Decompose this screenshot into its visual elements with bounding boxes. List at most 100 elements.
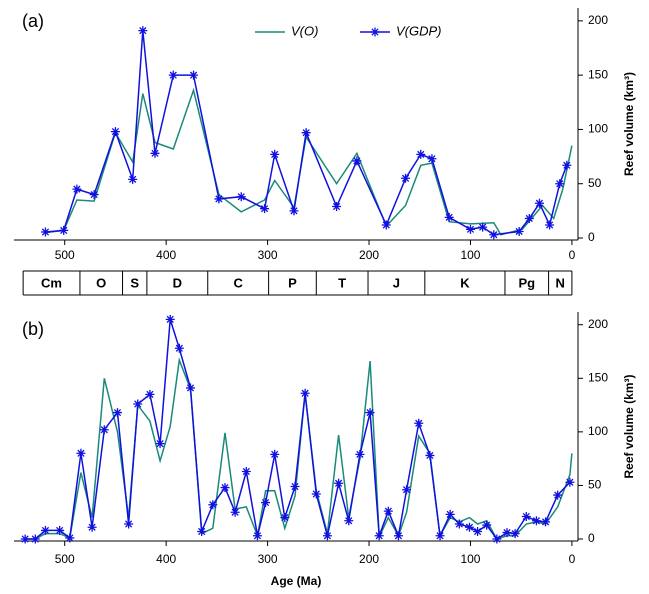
marker xyxy=(241,467,251,476)
marker xyxy=(322,531,332,541)
marker xyxy=(20,534,30,544)
marker xyxy=(165,314,175,324)
legend-label: V(GDP) xyxy=(396,23,442,38)
marker xyxy=(290,482,300,491)
marker xyxy=(40,525,50,535)
marker xyxy=(65,533,75,543)
marker xyxy=(270,149,280,159)
x-tick-label: 400 xyxy=(156,552,176,566)
marker xyxy=(562,160,572,170)
marker xyxy=(502,528,512,538)
marker xyxy=(138,26,148,36)
marker xyxy=(374,531,384,541)
x-tick-label: 200 xyxy=(359,552,379,566)
period-label: C xyxy=(233,275,243,290)
marker xyxy=(197,527,207,536)
marker xyxy=(124,519,134,529)
marker xyxy=(534,198,544,208)
x-tick-label: 200 xyxy=(359,248,379,262)
marker xyxy=(72,184,82,194)
marker xyxy=(99,425,109,435)
y-tick-label: 150 xyxy=(588,370,608,384)
marker xyxy=(545,220,555,230)
marker xyxy=(435,531,445,541)
marker xyxy=(168,70,178,80)
legend-label: V(O) xyxy=(291,23,318,38)
series-line xyxy=(45,87,573,236)
y-tick-label: 50 xyxy=(588,176,602,190)
marker xyxy=(492,534,502,544)
marker xyxy=(482,520,492,530)
marker xyxy=(465,224,475,234)
period-label: J xyxy=(393,275,400,290)
x-tick-label: 0 xyxy=(569,552,576,566)
marker xyxy=(425,450,435,460)
marker xyxy=(334,478,344,488)
marker xyxy=(381,220,391,230)
marker xyxy=(514,226,524,236)
marker xyxy=(112,408,122,418)
marker xyxy=(344,516,354,526)
marker xyxy=(565,477,575,487)
marker xyxy=(444,212,454,222)
marker xyxy=(230,507,240,517)
period-label: D xyxy=(173,275,182,290)
y-tick-label: 50 xyxy=(588,478,602,492)
marker xyxy=(270,449,280,459)
marker xyxy=(40,227,50,237)
marker xyxy=(133,399,143,409)
y-tick-label: 200 xyxy=(588,317,608,331)
marker xyxy=(521,512,531,521)
marker xyxy=(489,230,499,240)
marker xyxy=(393,531,403,541)
marker xyxy=(186,383,196,393)
x-tick-label: 100 xyxy=(460,248,480,262)
marker xyxy=(252,531,262,541)
marker xyxy=(332,202,342,212)
period-label: Pg xyxy=(518,275,535,290)
marker xyxy=(464,522,474,532)
marker xyxy=(454,519,464,529)
period-label: T xyxy=(338,275,346,290)
x-tick-label: 400 xyxy=(156,248,176,262)
period-label: P xyxy=(288,275,297,290)
marker xyxy=(300,388,310,398)
marker xyxy=(150,148,160,158)
y-tick-label: 150 xyxy=(588,67,608,81)
panel-label: (a) xyxy=(22,11,44,31)
marker xyxy=(352,156,362,166)
x-tick-label: 0 xyxy=(569,248,576,262)
marker xyxy=(208,500,218,510)
marker xyxy=(541,517,551,527)
period-label: N xyxy=(556,275,565,290)
marker xyxy=(155,439,165,449)
x-axis-label: Age (Ma) xyxy=(271,574,322,588)
marker xyxy=(30,534,40,544)
marker xyxy=(280,513,290,523)
marker xyxy=(189,70,199,80)
marker xyxy=(289,206,299,216)
marker xyxy=(89,190,99,200)
x-tick-label: 300 xyxy=(258,552,278,566)
y-tick-label: 0 xyxy=(588,230,595,244)
period-label: Cm xyxy=(41,275,62,290)
marker xyxy=(414,418,424,428)
y-tick-label: 200 xyxy=(588,13,608,27)
x-tick-label: 100 xyxy=(460,552,480,566)
y-tick-label: 0 xyxy=(588,531,595,545)
period-label: O xyxy=(96,275,106,290)
marker xyxy=(76,448,86,458)
marker xyxy=(145,389,155,399)
marker xyxy=(311,489,321,499)
y-axis-label: Reef volume (km³) xyxy=(622,374,636,478)
marker xyxy=(87,522,97,532)
panel-label: (b) xyxy=(22,319,44,339)
marker xyxy=(383,506,393,516)
marker xyxy=(553,490,563,500)
y-axis-label: Reef volume (km³) xyxy=(622,72,636,176)
marker xyxy=(55,525,65,535)
x-tick-label: 300 xyxy=(258,248,278,262)
x-tick-label: 500 xyxy=(55,248,75,262)
x-tick-label: 500 xyxy=(55,552,75,566)
